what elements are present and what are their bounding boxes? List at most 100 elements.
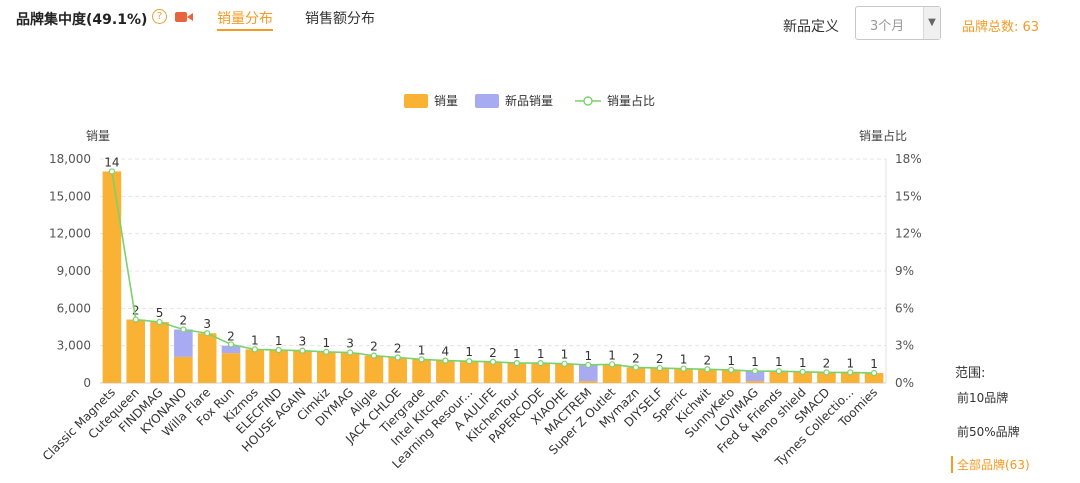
y2-tick-label: 15% <box>895 189 922 203</box>
line-point <box>108 168 116 175</box>
line-point <box>442 357 449 364</box>
select-value: 3个月 <box>870 19 905 34</box>
y-tick-label: 3,000 <box>57 339 91 353</box>
bar-sales <box>531 363 550 383</box>
line-point <box>632 364 640 371</box>
y2-tick-label: 9% <box>895 264 914 278</box>
line-point <box>585 361 592 369</box>
bar-count-label: 1 <box>275 334 283 348</box>
brand-total-count: 品牌总数: 63 <box>962 20 1040 35</box>
bar-count-label: 2 <box>227 330 235 344</box>
bar-count-label: 2 <box>632 351 640 365</box>
bar-count-label: 1 <box>727 354 735 368</box>
new-product-def-select[interactable]: 3个月 ▼ <box>855 6 941 40</box>
bar-sales <box>674 368 693 383</box>
line-point <box>704 366 711 373</box>
bar-count-label: 3 <box>299 335 307 349</box>
y-tick-label: 15,000 <box>49 189 91 203</box>
bar-sales <box>650 368 670 383</box>
bar-count-label: 1 <box>251 333 259 347</box>
bar-sales <box>245 349 265 383</box>
line-point <box>489 358 497 365</box>
bar-count-label: 2 <box>370 340 378 354</box>
bar-new-sales <box>174 329 193 357</box>
bar-sales <box>745 381 765 383</box>
y-tick-label: 18,000 <box>49 152 91 166</box>
legend-swatch <box>475 94 499 108</box>
line-point <box>275 346 282 354</box>
line-point <box>680 365 687 372</box>
range-option-top50pct[interactable]: 前50%品牌 <box>957 425 1020 439</box>
tab-sales-amount[interactable]: 销售额分布 <box>305 11 375 27</box>
line-point <box>608 361 616 368</box>
bar-sales <box>340 352 360 383</box>
bar-sales <box>793 371 812 383</box>
line-point <box>870 369 878 377</box>
y2-tick-label: 0% <box>895 376 914 390</box>
range-title: 范围: <box>955 366 986 381</box>
line-point <box>346 349 354 356</box>
bar-sales <box>483 361 503 383</box>
line-point <box>466 358 473 365</box>
y2-tick-label: 6% <box>895 301 914 315</box>
bar-sales <box>388 357 408 383</box>
y-tick-label: 0 <box>83 376 91 390</box>
new-product-def-label: 新品定义 <box>783 19 839 35</box>
y-tick-label: 12,000 <box>49 227 91 241</box>
bar-sales <box>150 322 169 383</box>
line-point <box>180 326 187 333</box>
legend-swatch <box>404 94 428 108</box>
line-point <box>847 369 854 376</box>
legend-label: 销量占比 <box>607 93 655 108</box>
line-point <box>227 341 235 348</box>
y-axis-title: 销量 <box>86 129 110 143</box>
bar-sales <box>269 350 288 383</box>
bar-count-label: 1 <box>584 349 592 363</box>
range-option-top10[interactable]: 前10品牌 <box>957 391 1009 405</box>
bar-count-label: 4 <box>442 345 450 359</box>
y2-tick-label: 12% <box>895 227 922 241</box>
tab-sales-volume[interactable]: 销量分布 <box>217 8 273 31</box>
bar-sales <box>578 381 598 383</box>
line-point <box>418 356 425 363</box>
bar-sales <box>507 363 527 383</box>
bar-count-label: 3 <box>346 337 354 351</box>
y2-axis-title: 销量占比 <box>859 128 907 143</box>
bar-count-label: 2 <box>394 341 402 355</box>
y2-tick-label: 3% <box>895 339 914 353</box>
line-point <box>204 330 211 337</box>
bar-count-label: 1 <box>418 343 426 357</box>
line-point <box>513 359 520 367</box>
question-circle-icon[interactable]: ? <box>152 9 167 24</box>
bar-count-label: 2 <box>489 346 497 360</box>
bar-sales <box>174 356 193 383</box>
line-point <box>394 354 401 361</box>
bar-sales <box>864 373 884 383</box>
bar-count-label: 1 <box>846 356 854 370</box>
bar-sales <box>626 367 646 383</box>
bar-count-label: 2 <box>704 353 712 367</box>
bar-sales <box>817 372 836 383</box>
line-point <box>370 352 378 359</box>
bar-new-sales <box>221 345 241 354</box>
range-option-all[interactable]: 全部品牌(63) <box>951 456 1030 473</box>
legend-marker <box>583 96 593 106</box>
bar-sales <box>364 355 384 383</box>
chevron-down-icon[interactable]: ▼ <box>923 7 940 39</box>
legend-label: 新品销量 <box>505 93 553 108</box>
bar-sales <box>555 363 574 383</box>
line-point <box>823 369 830 376</box>
bar-count-label: 1 <box>870 357 878 371</box>
bar-sales <box>602 364 622 383</box>
bar-count-label: 14 <box>104 155 119 169</box>
y2-tick-label: 18% <box>895 152 922 166</box>
bar-sales <box>221 353 241 383</box>
line-point <box>132 316 139 323</box>
bar-sales <box>316 351 336 383</box>
bar-sales <box>102 171 122 383</box>
video-camera-icon[interactable] <box>175 12 193 22</box>
line-point <box>728 366 735 374</box>
line-share <box>111 171 875 374</box>
bar-sales <box>412 359 431 383</box>
